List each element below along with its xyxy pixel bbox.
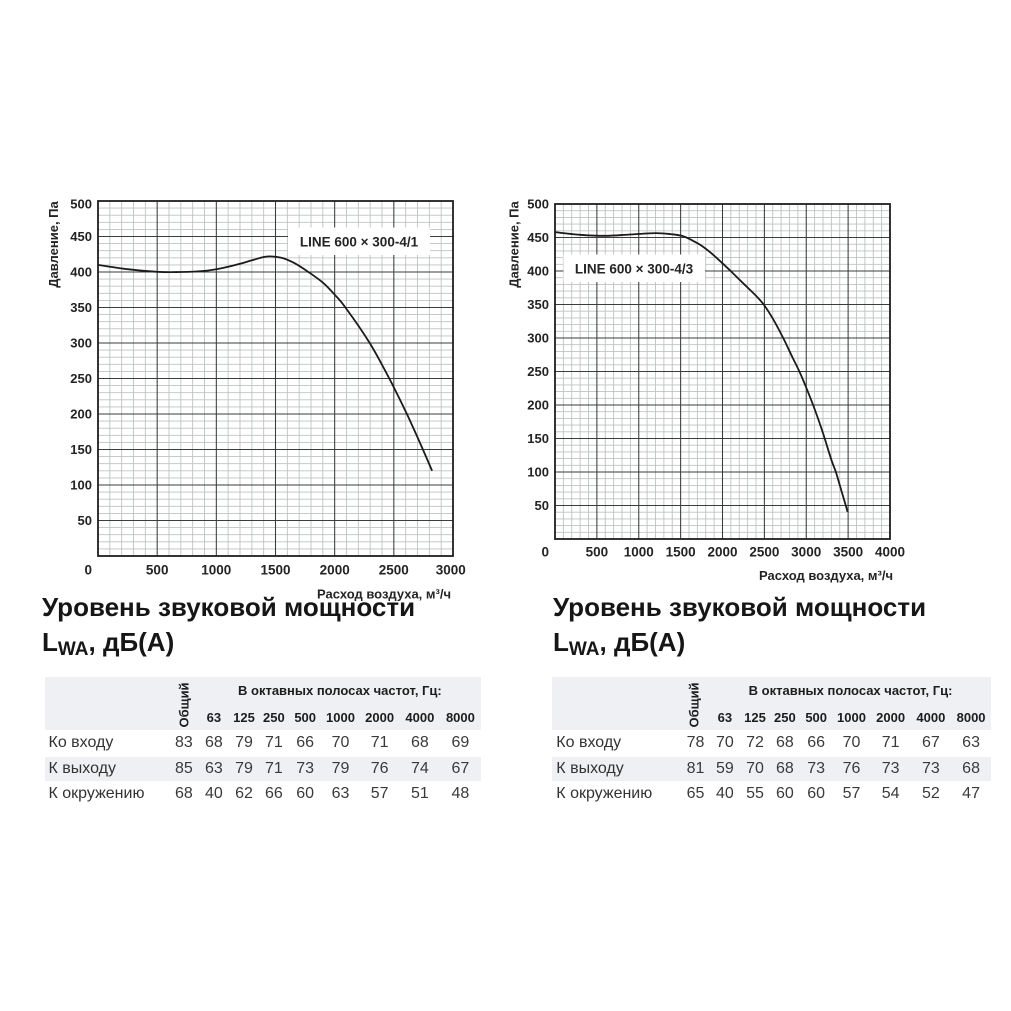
svg-text:100: 100	[527, 465, 549, 480]
svg-text:2000: 2000	[320, 563, 350, 578]
svg-text:1000: 1000	[624, 545, 654, 560]
svg-text:3000: 3000	[436, 563, 466, 578]
svg-text:2500: 2500	[379, 563, 409, 578]
svg-text:250: 250	[527, 364, 549, 379]
svg-text:1500: 1500	[260, 563, 290, 578]
svg-text:0: 0	[541, 545, 549, 560]
svg-text:400: 400	[70, 265, 92, 280]
svg-text:LINE 600 × 300-4/1: LINE 600 × 300-4/1	[300, 235, 419, 250]
svg-text:500: 500	[146, 563, 169, 578]
svg-text:Расход воздуха, м³/ч: Расход воздуха, м³/ч	[759, 568, 893, 583]
svg-text:2000: 2000	[707, 545, 737, 560]
svg-text:300: 300	[70, 336, 92, 351]
svg-text:500: 500	[527, 197, 549, 212]
svg-text:0: 0	[84, 563, 92, 578]
svg-text:4000: 4000	[875, 545, 905, 560]
svg-text:200: 200	[527, 398, 549, 413]
svg-text:50: 50	[535, 498, 549, 513]
svg-text:150: 150	[527, 431, 549, 446]
svg-text:3500: 3500	[833, 545, 863, 560]
svg-text:50: 50	[78, 513, 92, 528]
svg-text:500: 500	[70, 197, 92, 212]
svg-text:Давление, Па: Давление, Па	[507, 200, 522, 287]
svg-text:Расход воздуха, м³/ч: Расход воздуха, м³/ч	[317, 587, 451, 602]
svg-text:2500: 2500	[749, 545, 779, 560]
svg-text:3000: 3000	[791, 545, 821, 560]
svg-text:250: 250	[70, 371, 92, 386]
svg-text:100: 100	[70, 478, 92, 493]
svg-text:500: 500	[586, 545, 609, 560]
svg-text:450: 450	[70, 229, 92, 244]
svg-text:1000: 1000	[201, 563, 231, 578]
svg-text:350: 350	[70, 300, 92, 315]
svg-text:300: 300	[527, 331, 549, 346]
svg-text:350: 350	[527, 297, 549, 312]
svg-text:400: 400	[527, 264, 549, 279]
svg-text:Давление, Па: Давление, Па	[46, 200, 61, 287]
svg-text:200: 200	[70, 407, 92, 422]
svg-text:150: 150	[70, 442, 92, 457]
svg-text:LINE 600 × 300-4/3: LINE 600 × 300-4/3	[575, 262, 694, 277]
svg-text:1500: 1500	[666, 545, 696, 560]
svg-text:450: 450	[527, 230, 549, 245]
